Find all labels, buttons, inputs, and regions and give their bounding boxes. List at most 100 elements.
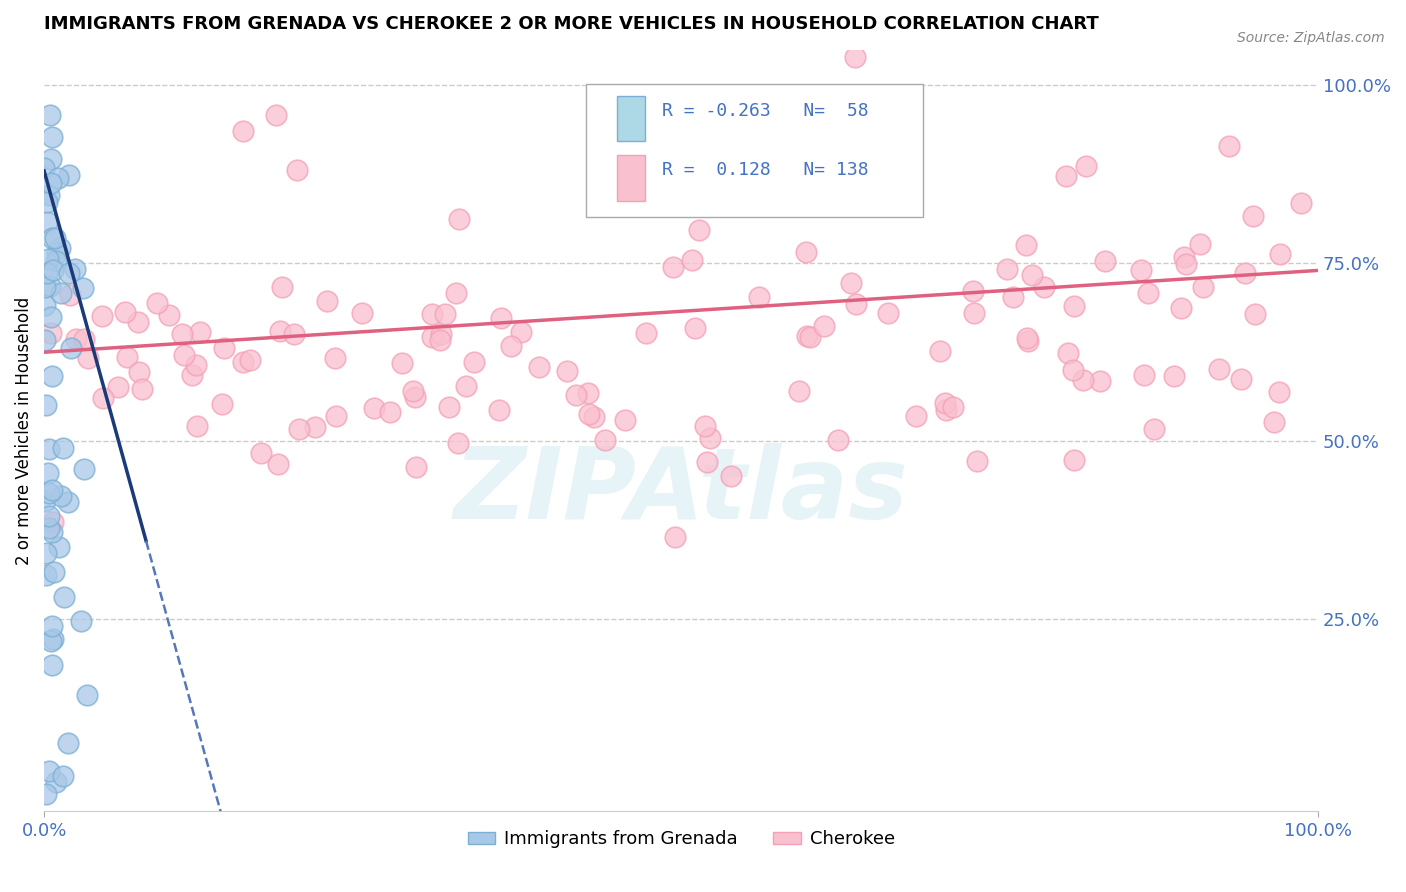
Point xyxy=(91,391,114,405)
Point xyxy=(107,380,129,394)
Point xyxy=(845,297,868,311)
Point xyxy=(1015,237,1038,252)
Point xyxy=(1033,280,1056,294)
Point xyxy=(839,276,862,290)
Point xyxy=(114,305,136,319)
Point xyxy=(41,231,63,245)
Point xyxy=(34,493,56,508)
Point xyxy=(433,308,456,322)
Point xyxy=(70,614,93,628)
Point xyxy=(41,524,63,539)
Point xyxy=(578,407,600,421)
Point xyxy=(877,306,900,320)
Point xyxy=(188,325,211,339)
Point xyxy=(48,540,70,554)
Point xyxy=(52,442,75,456)
Point xyxy=(44,230,66,244)
Point xyxy=(45,775,67,789)
Point xyxy=(49,285,72,300)
Point xyxy=(904,409,927,424)
Point xyxy=(681,253,703,268)
Point xyxy=(555,363,578,377)
Point xyxy=(748,290,770,304)
Point xyxy=(51,489,73,503)
Point xyxy=(420,330,443,344)
Point xyxy=(1174,257,1197,271)
Point xyxy=(1015,331,1038,345)
Point xyxy=(34,333,56,347)
Point xyxy=(1173,250,1195,264)
Text: ZIPAtlas: ZIPAtlas xyxy=(454,443,908,540)
Point xyxy=(323,351,346,366)
Point xyxy=(844,50,866,64)
Point xyxy=(35,546,58,560)
Text: IMMIGRANTS FROM GRENADA VS CHEROKEE 2 OR MORE VEHICLES IN HOUSEHOLD CORRELATION : IMMIGRANTS FROM GRENADA VS CHEROKEE 2 OR… xyxy=(44,15,1099,33)
Point xyxy=(1021,268,1043,282)
Point xyxy=(186,418,208,433)
Bar xyxy=(617,155,645,201)
Point xyxy=(38,764,60,779)
Point xyxy=(928,343,950,358)
Point xyxy=(934,395,956,409)
Point xyxy=(41,657,63,672)
Point xyxy=(935,402,957,417)
Point xyxy=(77,351,100,365)
Point xyxy=(90,309,112,323)
Point xyxy=(962,305,984,319)
Point xyxy=(58,266,80,280)
Point xyxy=(702,177,724,191)
Point xyxy=(730,198,752,212)
Point xyxy=(447,212,470,227)
Point xyxy=(1170,301,1192,316)
Point xyxy=(1136,286,1159,301)
Point xyxy=(1234,266,1257,280)
Point xyxy=(1191,280,1213,294)
Point xyxy=(304,420,326,434)
Point xyxy=(270,280,292,294)
Point xyxy=(499,339,522,353)
Point xyxy=(38,442,60,457)
Point xyxy=(72,281,94,295)
Point xyxy=(157,308,180,322)
Point xyxy=(37,215,59,229)
Point xyxy=(41,632,63,646)
Point xyxy=(285,163,308,178)
Point xyxy=(39,326,62,340)
Point xyxy=(38,188,60,202)
Point xyxy=(565,387,588,401)
Point xyxy=(1189,237,1212,252)
Point xyxy=(1268,247,1291,261)
Point xyxy=(439,400,461,414)
Point xyxy=(186,358,208,372)
Point xyxy=(52,769,75,783)
Point xyxy=(267,458,290,472)
Point xyxy=(35,195,58,210)
Point xyxy=(56,735,79,749)
Point xyxy=(662,260,685,274)
Point xyxy=(1241,209,1264,223)
Point xyxy=(583,409,606,424)
Point xyxy=(683,320,706,334)
Point xyxy=(38,486,60,500)
Point xyxy=(41,369,63,384)
Point xyxy=(799,329,821,343)
Point xyxy=(429,333,451,347)
Point xyxy=(250,446,273,460)
Point xyxy=(1094,254,1116,268)
Point xyxy=(966,454,988,468)
Point xyxy=(38,508,60,523)
Point xyxy=(1057,346,1080,360)
Point xyxy=(38,520,60,534)
Point xyxy=(127,315,149,329)
Point xyxy=(1129,263,1152,277)
Legend: Immigrants from Grenada, Cherokee: Immigrants from Grenada, Cherokee xyxy=(460,823,901,855)
Point xyxy=(212,341,235,355)
Point xyxy=(1002,290,1025,304)
Point xyxy=(787,384,810,398)
Point xyxy=(1208,362,1230,376)
Point xyxy=(1132,368,1154,383)
Point xyxy=(1143,422,1166,436)
FancyBboxPatch shape xyxy=(585,84,924,218)
Point xyxy=(325,409,347,424)
Point xyxy=(693,418,716,433)
